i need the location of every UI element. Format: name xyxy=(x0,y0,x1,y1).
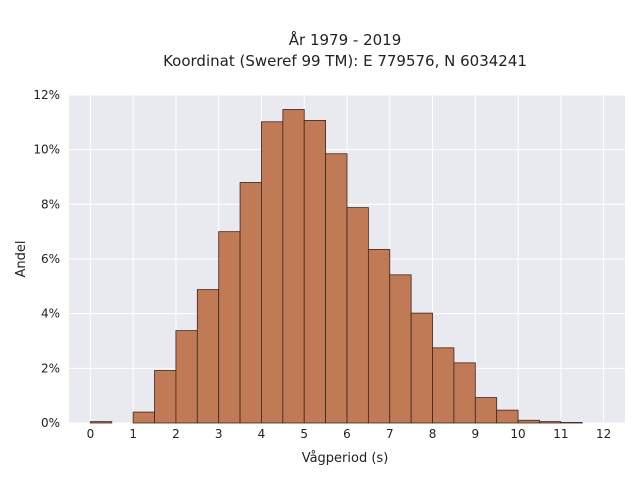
histogram-bar xyxy=(410,312,433,424)
histogram-bar xyxy=(303,120,327,424)
histogram-bar xyxy=(539,421,562,424)
histogram-bar xyxy=(474,397,498,424)
x-tick-label: 8 xyxy=(429,427,437,441)
x-tick-label: 7 xyxy=(386,427,394,441)
x-tick-label: 10 xyxy=(510,427,525,441)
histogram-bar xyxy=(453,362,476,424)
x-axis-label: Vågperiod (s) xyxy=(302,451,389,466)
histogram-bar xyxy=(261,121,284,424)
bars xyxy=(89,109,583,424)
histogram-bar xyxy=(517,419,540,424)
x-tick-label: 4 xyxy=(258,427,266,441)
histogram-bar xyxy=(132,411,155,424)
x-tick-label: 9 xyxy=(471,427,479,441)
x-tick-labels: 0 1 2 3 4 5 6 7 8 9 10 11 12 xyxy=(87,427,612,441)
y-tick-labels: 0% 2% 4% 6% 8% 10% 12% xyxy=(33,88,60,430)
y-tick-label: 4% xyxy=(41,307,60,321)
y-tick-label: 0% xyxy=(41,416,60,430)
histogram-bar xyxy=(389,274,412,424)
x-tick-label: 3 xyxy=(215,427,223,441)
y-tick-label: 2% xyxy=(41,361,60,375)
chart-title-line-1: År 1979 - 2019 xyxy=(289,30,402,49)
histogram-bar xyxy=(89,421,113,424)
histogram-bar xyxy=(218,231,241,424)
y-axis-label: Andel xyxy=(14,241,29,278)
y-tick-label: 12% xyxy=(33,88,60,102)
histogram-bar xyxy=(325,153,348,424)
histogram-bar xyxy=(432,347,455,424)
histogram-bar xyxy=(346,207,369,424)
x-tick-label: 1 xyxy=(129,427,137,441)
histogram-bar xyxy=(367,249,391,424)
histogram-bar xyxy=(282,109,305,424)
histogram-bar xyxy=(560,422,583,424)
x-tick-label: 12 xyxy=(596,427,611,441)
y-tick-label: 8% xyxy=(41,197,60,211)
x-tick-label: 0 xyxy=(87,427,95,441)
chart-title-line-2: Koordinat (Sweref 99 TM): E 779576, N 60… xyxy=(163,52,527,70)
x-tick-label: 5 xyxy=(300,427,308,441)
histogram-bar xyxy=(239,182,262,424)
x-tick-label: 6 xyxy=(343,427,351,441)
histogram-bar xyxy=(196,289,220,424)
x-tick-label: 11 xyxy=(553,427,568,441)
histogram-bar xyxy=(154,370,177,424)
histogram-bar xyxy=(175,330,198,424)
y-tick-label: 10% xyxy=(33,143,60,157)
y-tick-label: 6% xyxy=(41,252,60,266)
histogram-bar xyxy=(496,409,519,424)
x-tick-label: 2 xyxy=(172,427,180,441)
